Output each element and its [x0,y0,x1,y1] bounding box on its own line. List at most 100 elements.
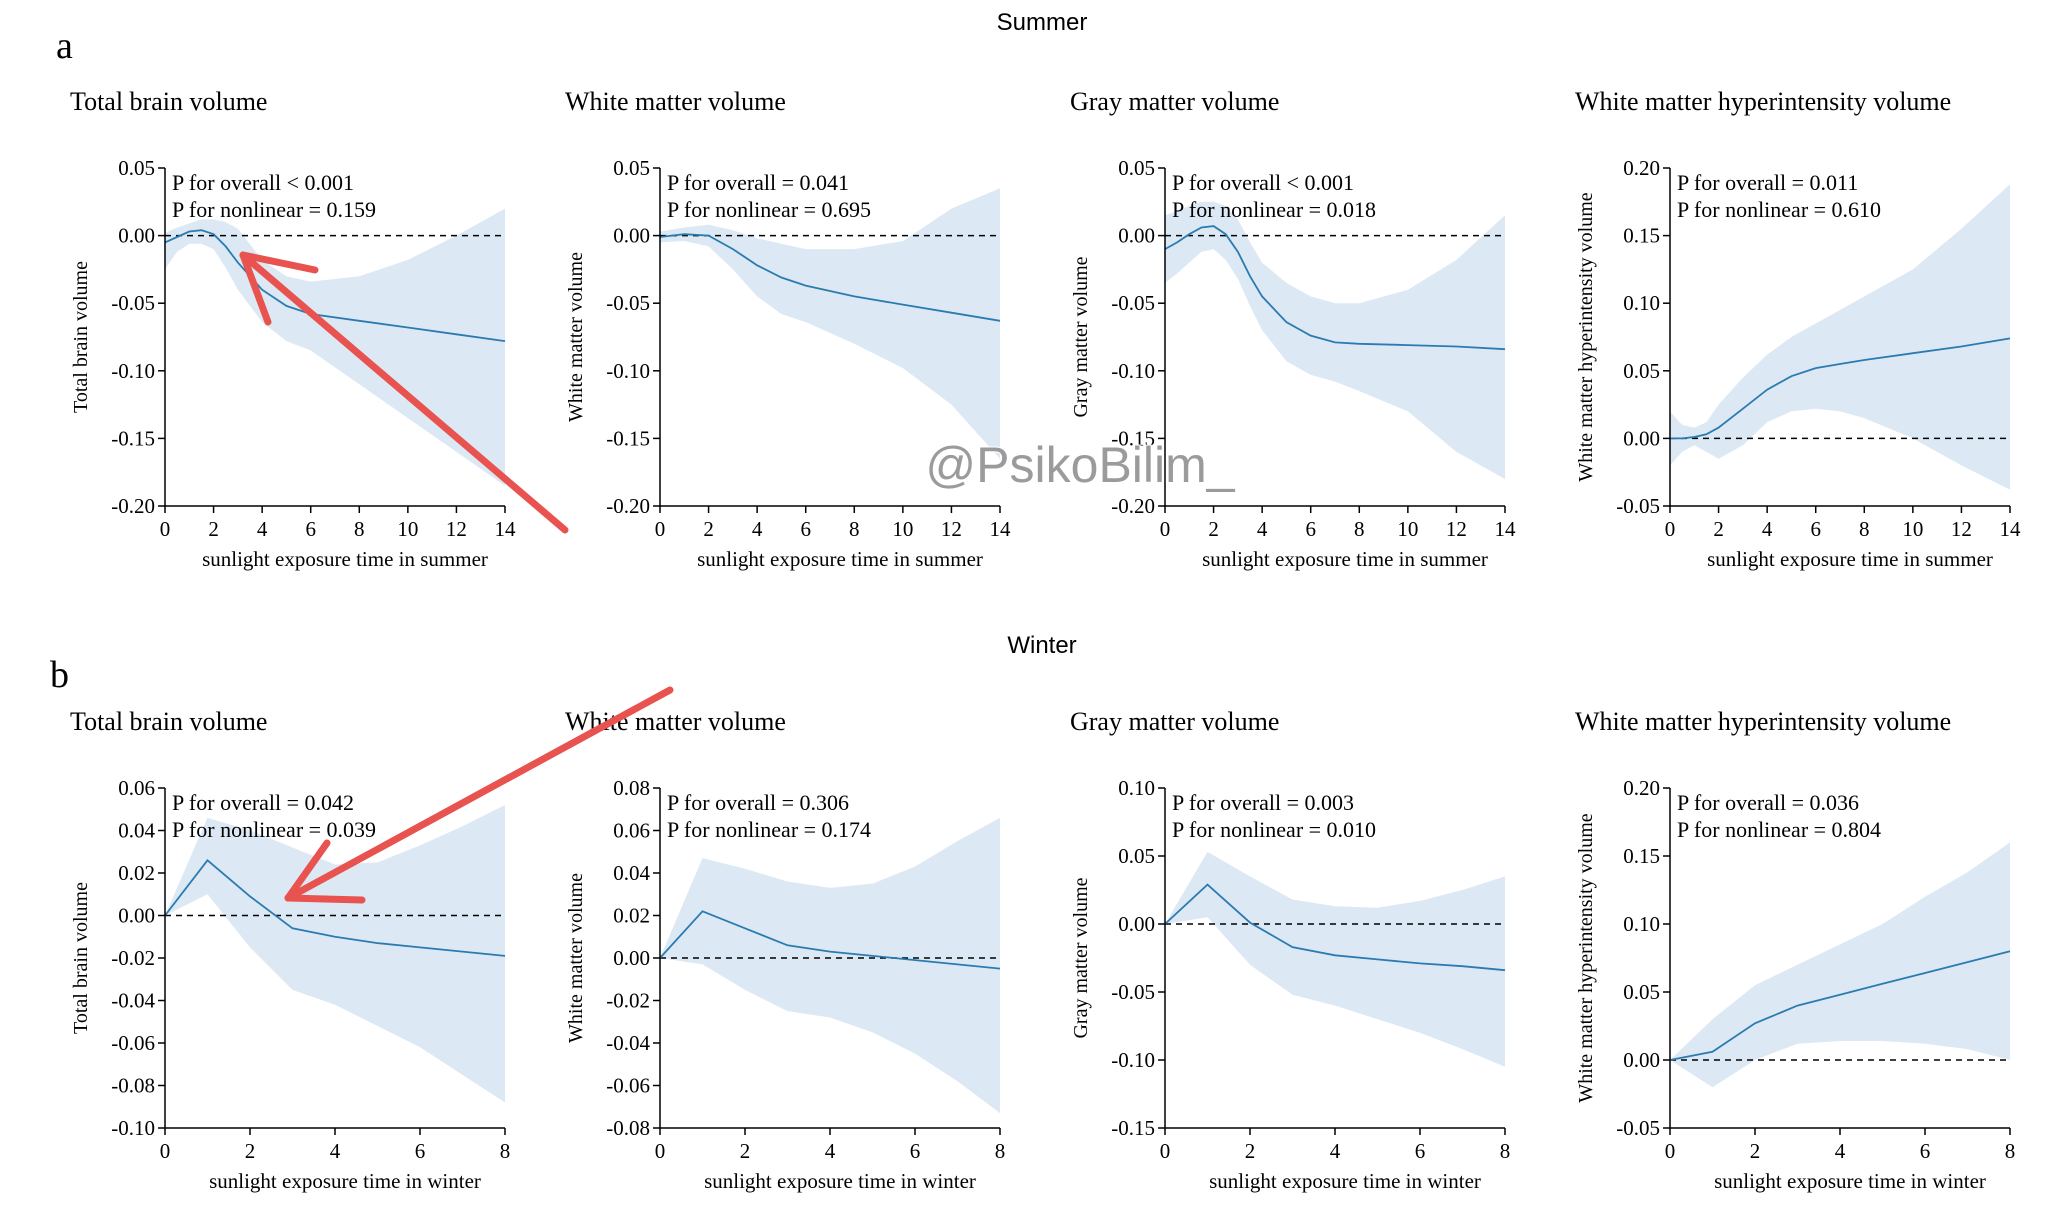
x-tick-label: 8 [500,1139,511,1163]
y-tick-label: 0.00 [613,946,650,970]
x-tick-label: 14 [990,517,1012,541]
y-tick-label: 0.05 [118,156,155,180]
p-value-annotation: P for overall = 0.306 [667,790,849,815]
chart-panel-a2: 0.05 0.00 -0.05 -0.10 -0.15 -0.200 2 4 6 8 10 12 14 W… [565,87,1011,571]
confidence-band [1670,184,2010,490]
x-tick-label: 0 [655,517,666,541]
winter-section-title: Winter [1007,632,1076,659]
x-tick-label: 4 [257,517,268,541]
x-tick-label: 10 [892,517,913,541]
estimate-line [164,859,506,957]
y-tick-label: -0.02 [606,989,650,1013]
y-tick-label: 0.00 [118,904,155,928]
chart-panel-a1: 0.05 0.00 -0.05 -0.10 -0.15 -0.200 2 4 6 8 10 12 14 T… [70,87,516,571]
confidence-band [1165,851,1505,1067]
y-tick-label: 0.00 [1118,912,1155,936]
y-tick-label: -0.20 [1111,494,1155,518]
y-tick-label: -0.04 [606,1031,650,1055]
x-tick-label: 0 [1665,517,1676,541]
p-value-annotation: P for overall = 0.041 [667,170,849,195]
y-tick-label: 0.02 [613,904,650,928]
arrow-shaft-summer [239,251,569,534]
confidence-band [1670,842,2010,1088]
y-axis-label: White matter hyperintensity volume [1575,192,1597,481]
x-tick-label: 2 [1750,1139,1761,1163]
chart-panel-a4: 0.20 0.15 0.10 0.05 0.00 -0.050 2 4 6 8 10 12 14 Whit… [1575,87,2021,571]
y-tick-label: -0.10 [1111,1048,1155,1072]
y-axis-label: Gray matter volume [1070,877,1092,1038]
chart-panel-b4: 0.20 0.15 0.10 0.05 0.00 -0.050 2 4 6 8 White matt… [1575,707,2015,1193]
p-value-annotation: P for nonlinear = 0.159 [172,197,376,222]
p-value-annotation: P for nonlinear = 0.174 [667,817,871,842]
y-tick-label: -0.10 [111,359,155,383]
x-tick-label: 4 [825,1139,836,1163]
x-axis-label: sunlight exposure time in winter [1714,1169,1986,1193]
estimate-line [1164,883,1506,972]
y-axis-label: White matter volume [565,252,587,422]
confidence-band [165,208,505,486]
x-tick-label: 10 [397,517,418,541]
y-tick-label: -0.10 [111,1116,155,1140]
x-tick-label: 10 [1397,517,1418,541]
x-tick-label: 0 [1665,1139,1676,1163]
y-tick-label: -0.15 [606,426,650,450]
y-tick-label: -0.05 [1111,980,1155,1004]
y-tick-label: 0.04 [613,861,650,885]
y-tick-label: 0.00 [1118,224,1155,248]
y-tick-label: -0.02 [111,946,155,970]
y-tick-label: 0.00 [1623,426,1660,450]
y-tick-label: 0.06 [118,776,155,800]
estimate-line [659,233,1001,322]
y-tick-label: -0.20 [606,494,650,518]
y-tick-label: 0.00 [118,224,155,248]
x-tick-label: 8 [354,517,365,541]
y-tick-label: 0.15 [1623,224,1660,248]
x-tick-label: 8 [2005,1139,2016,1163]
estimate-line [1669,950,2011,1061]
chart-panel-b1: 0.06 0.04 0.02 0.00 -0.02 -0.04 -0.06 -0.08 -0.1… [70,707,510,1193]
x-tick-label: 2 [703,517,714,541]
x-tick-label: 0 [1160,1139,1171,1163]
arrow-head-winter-b [284,839,331,902]
confidence-band [1165,201,1505,480]
x-tick-label: 2 [1208,517,1219,541]
x-tick-label: 0 [1160,517,1171,541]
y-axis-label: White matter volume [565,873,587,1043]
chart-title: Gray matter volume [1070,87,1279,116]
p-value-annotation: P for nonlinear = 0.804 [1677,817,1881,842]
x-tick-label: 12 [1951,517,1972,541]
x-tick-label: 6 [910,1139,921,1163]
y-tick-label: -0.06 [111,1031,155,1055]
confidence-band [660,188,1000,459]
x-tick-label: 4 [1762,517,1773,541]
chart-title: Total brain volume [70,707,267,736]
p-value-annotation: P for overall < 0.001 [1172,170,1354,195]
p-value-annotation: P for overall < 0.001 [172,170,354,195]
chart-title: White matter volume [565,707,786,736]
p-value-annotation: P for overall = 0.011 [1677,170,1858,195]
x-tick-label: 4 [752,517,763,541]
confidence-band [165,805,505,1103]
y-tick-label: 0.20 [1623,776,1660,800]
x-tick-label: 2 [1245,1139,1256,1163]
chart-title: White matter volume [565,87,786,116]
arrow-shaft-winter [284,686,674,902]
x-axis-label: sunlight exposure time in summer [202,547,488,571]
x-tick-label: 12 [1446,517,1467,541]
chart-title: White matter hyperintensity volume [1575,87,1951,116]
y-tick-label: -0.05 [1616,494,1660,518]
y-tick-label: 0.20 [1623,156,1660,180]
x-tick-label: 12 [446,517,467,541]
estimate-line [659,910,1001,970]
x-tick-label: 14 [2000,517,2022,541]
arrow-head-summer-b [239,251,272,326]
x-tick-label: 6 [1810,517,1821,541]
y-tick-label: 0.00 [1623,1048,1660,1072]
x-tick-label: 4 [1835,1139,1846,1163]
y-tick-label: -0.05 [1111,291,1155,315]
x-tick-label: 6 [415,1139,426,1163]
x-tick-label: 8 [1500,1139,1511,1163]
y-tick-label: -0.05 [111,291,155,315]
y-tick-label: -0.05 [1616,1116,1660,1140]
